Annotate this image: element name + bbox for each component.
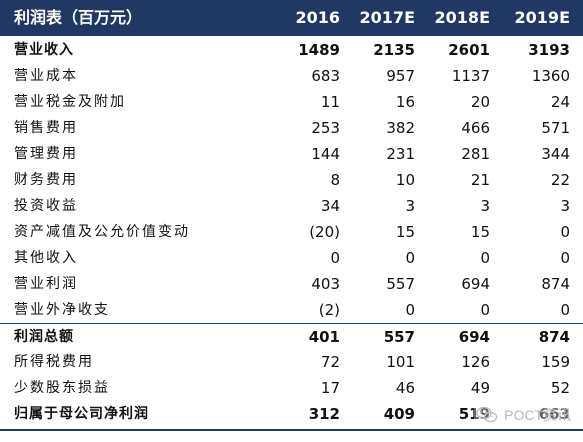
table-row: 营业收入 1489 2135 2601 3193: [0, 37, 583, 63]
table-row: 营业外净收支 (2) 0 0 0: [0, 297, 583, 323]
table-row: 管理费用 144 231 281 344: [0, 141, 583, 167]
row-value: 683: [311, 67, 340, 85]
row-value: 663: [538, 405, 570, 423]
header-label: 利润表（百万元）: [14, 8, 143, 27]
row-value: 17: [320, 379, 340, 397]
row-value: 571: [541, 119, 570, 137]
table-row: 少数股东损益 17 46 49 52: [0, 375, 583, 401]
wechat-icon: [476, 406, 498, 423]
row-value: 403: [311, 275, 340, 293]
row-value: 21: [470, 171, 490, 189]
row-label: 财务费用: [14, 172, 78, 188]
row-value: 231: [386, 145, 415, 163]
row-value: 557: [386, 275, 415, 293]
row-value: 11: [320, 93, 340, 111]
watermark: POCT资讯: [474, 404, 573, 426]
row-value: 874: [541, 275, 570, 293]
row-value: 409: [383, 405, 415, 423]
row-label: 管理费用: [14, 146, 78, 162]
row-value: 126: [461, 353, 490, 371]
row-value: 3193: [528, 41, 570, 59]
row-value: 0: [560, 249, 570, 267]
row-label: 所得税费用: [14, 354, 94, 370]
table-row: 投资收益 34 3 3 3: [0, 193, 583, 219]
row-value: 0: [405, 249, 415, 267]
row-value: 3: [560, 197, 570, 215]
row-value: 46: [395, 379, 415, 397]
row-value: 466: [461, 119, 490, 137]
row-value: 281: [461, 145, 490, 163]
row-value: 1360: [531, 67, 570, 85]
table-row: 所得税费用 72 101 126 159: [0, 349, 583, 375]
table-row: 营业成本 683 957 1137 1360: [0, 63, 583, 89]
row-value: 24: [550, 93, 570, 111]
row-value: 874: [538, 328, 570, 346]
row-value: 3: [405, 197, 415, 215]
header-year-2016: 2016: [295, 8, 340, 27]
row-value: 34: [320, 197, 340, 215]
row-label: 营业利润: [14, 276, 78, 292]
table-row: 营业利润 403 557 694 874: [0, 271, 583, 297]
row-value: 401: [308, 328, 340, 346]
row-value: 72: [320, 353, 340, 371]
row-value: 0: [560, 223, 570, 241]
row-label: 归属于母公司净利润: [14, 406, 149, 422]
header-year-2019e: 2019E: [514, 8, 570, 27]
row-value: (20): [309, 223, 340, 241]
row-value: 382: [386, 119, 415, 137]
row-value: 694: [458, 328, 490, 346]
row-value: 0: [560, 301, 570, 319]
row-label: 营业外净收支: [14, 302, 110, 318]
table-row: 营业税金及附加 11 16 20 24: [0, 89, 583, 115]
row-value: 15: [395, 223, 415, 241]
table-row: 资产减值及公允价值变动 (20) 15 15 0: [0, 219, 583, 245]
row-value: 253: [311, 119, 340, 137]
row-value: 957: [386, 67, 415, 85]
row-value: 1137: [451, 67, 490, 85]
table-row: 利润总额 401 557 694 874: [0, 323, 583, 350]
row-label: 其他收入: [14, 250, 78, 266]
table-row: 其他收入 0 0 0 0: [0, 245, 583, 271]
row-value: 3: [480, 197, 490, 215]
row-value: 557: [383, 328, 415, 346]
row-value: 0: [405, 301, 415, 319]
row-value: 10: [395, 171, 415, 189]
table-bottom-rule: [0, 429, 583, 431]
row-value: 694: [461, 275, 490, 293]
row-value: 52: [550, 379, 570, 397]
row-value: 15: [470, 223, 490, 241]
row-value: (2): [318, 301, 340, 319]
row-value: 49: [470, 379, 490, 397]
row-label: 利润总额: [14, 329, 74, 345]
row-label: 销售费用: [14, 120, 78, 136]
row-value: 144: [311, 145, 340, 163]
row-value: 1489: [298, 41, 340, 59]
row-value: 0: [480, 301, 490, 319]
row-label: 营业税金及附加: [14, 94, 126, 110]
row-value: 159: [541, 353, 570, 371]
table-header: 利润表（百万元） 2016 2017E 2018E 2019E: [0, 0, 583, 36]
row-value: 22: [550, 171, 570, 189]
row-value: 0: [480, 249, 490, 267]
row-label: 资产减值及公允价值变动: [14, 224, 190, 240]
row-value: 20: [470, 93, 490, 111]
row-label: 少数股东损益: [14, 380, 110, 396]
header-year-2018e: 2018E: [434, 8, 490, 27]
watermark-text: POCT资讯: [504, 407, 571, 423]
table-row: 归属于母公司净利润 312 409 519 663: [0, 401, 583, 427]
row-value: 2135: [373, 41, 415, 59]
row-value: 0: [330, 249, 340, 267]
row-value: 16: [395, 93, 415, 111]
header-year-2017e: 2017E: [359, 8, 415, 27]
row-label: 营业成本: [14, 68, 78, 84]
row-value: 312: [308, 405, 340, 423]
table-row: 销售费用 253 382 466 571: [0, 115, 583, 141]
row-value: 344: [541, 145, 570, 163]
row-value: 2601: [448, 41, 490, 59]
row-label: 投资收益: [14, 198, 78, 214]
row-label: 营业收入: [14, 42, 74, 58]
row-value: 8: [330, 171, 340, 189]
table-row: 财务费用 8 10 21 22: [0, 167, 583, 193]
row-value: 101: [386, 353, 415, 371]
